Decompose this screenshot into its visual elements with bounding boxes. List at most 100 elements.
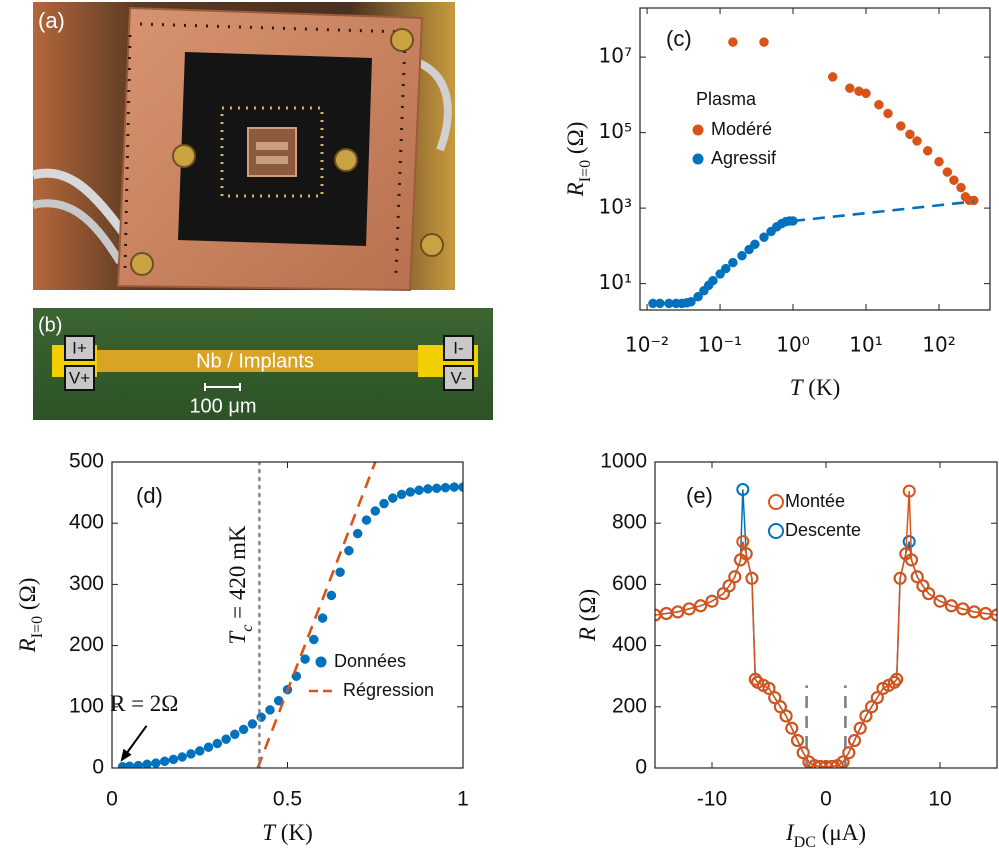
x-axis-label: T (K) <box>790 375 840 400</box>
data-point <box>449 482 459 492</box>
plot-frame <box>654 461 998 769</box>
data-point <box>748 672 762 686</box>
data-point <box>221 734 231 744</box>
data-point <box>300 654 310 664</box>
data-point <box>779 709 793 723</box>
data-point <box>870 691 884 705</box>
legend-label: Régression <box>343 680 434 700</box>
data-point <box>956 602 970 616</box>
y-axis-label: RI=0 (Ω) <box>563 122 594 198</box>
y-tick-label: 10⁷ <box>599 44 632 68</box>
chip <box>247 127 297 177</box>
data-point <box>942 167 953 177</box>
scale-label: 100 μm <box>189 395 256 417</box>
data-point <box>896 121 906 131</box>
data-point <box>883 108 893 119</box>
data-point <box>736 483 750 496</box>
data-point <box>905 553 918 567</box>
screw <box>420 233 444 257</box>
wire <box>408 56 452 152</box>
data-point <box>785 721 799 735</box>
y-axis-label: R (Ω) <box>575 589 600 642</box>
annotation: Tc = 420 mK <box>225 525 256 645</box>
x-tick-label: 10⁻¹ <box>698 333 742 357</box>
wire <box>32 199 124 265</box>
data-layer <box>655 483 997 768</box>
data-point <box>265 705 275 715</box>
data-point <box>458 482 463 492</box>
data-point <box>865 700 879 714</box>
y-axis-label: RI=0 (Ω) <box>15 578 46 654</box>
data-point <box>728 257 738 268</box>
data-point <box>874 99 884 110</box>
data-point <box>195 746 205 756</box>
y-tick-label: 600 <box>612 572 647 595</box>
x-tick-label: 10¹ <box>849 333 882 357</box>
panel-label: (c) <box>666 26 692 51</box>
data-point <box>791 734 804 747</box>
data-point <box>912 136 922 146</box>
data-point <box>405 487 416 497</box>
y-axis-label-part: (Ω) <box>575 589 600 627</box>
y-axis-label-part: (Ω) <box>15 578 40 616</box>
data-point <box>933 594 947 608</box>
data-point <box>440 482 451 493</box>
data-point <box>827 72 838 82</box>
y-tick-label: 1000 <box>600 450 647 473</box>
data-point <box>124 761 135 768</box>
y-tick-label: 400 <box>612 633 647 656</box>
data-point <box>910 570 924 584</box>
screw <box>130 252 154 276</box>
data-point <box>739 547 753 561</box>
annotation-part: T <box>225 630 250 645</box>
plot-frame <box>639 7 991 311</box>
y-tick-label: 0 <box>92 756 104 779</box>
photo-a: (a) <box>31 2 455 292</box>
data-point <box>890 672 904 686</box>
data-point <box>326 590 337 601</box>
annotation-part: R = 2Ω <box>110 691 178 716</box>
legend-label: Agressif <box>711 148 777 168</box>
bond-pads <box>220 106 324 198</box>
data-point <box>693 291 703 302</box>
y-tick-label: 0 <box>635 756 647 779</box>
x-axis-label-part: T <box>790 375 805 400</box>
data-point <box>414 485 424 495</box>
x-axis-label-part: I <box>785 820 795 845</box>
legend-label: Données <box>334 651 406 671</box>
x-axis-label-part: (μA) <box>816 820 866 845</box>
holes <box>139 22 406 34</box>
data-point <box>796 746 810 760</box>
y-tick-label: 200 <box>612 694 647 717</box>
data-point <box>768 691 782 705</box>
data-point <box>203 742 214 752</box>
x-axis-label-part: (K) <box>275 820 313 845</box>
data-point <box>736 535 750 549</box>
y-tick-label: 500 <box>69 450 104 473</box>
series-line <box>792 200 974 223</box>
data-point <box>186 749 196 759</box>
data-point <box>902 484 916 498</box>
pad-box <box>64 365 95 391</box>
photo-b: I+ V+ I- V- Nb / Implants 100 μm (b) <box>33 308 493 420</box>
legend-marker <box>315 656 327 668</box>
data-point <box>256 712 266 722</box>
data-point <box>335 567 345 577</box>
legend-marker <box>692 124 704 136</box>
data-point <box>370 506 381 516</box>
data-point <box>745 571 759 585</box>
data-point <box>708 275 718 286</box>
screw <box>334 148 358 172</box>
data-point <box>759 232 769 242</box>
y-tick-label: 200 <box>69 633 104 656</box>
y-tick-label: 10¹ <box>599 270 632 294</box>
data-point <box>721 263 731 274</box>
data-point <box>845 83 855 93</box>
y-axis-label-part: R <box>563 182 588 197</box>
data-point <box>159 756 170 767</box>
y-axis-label-part: R <box>15 638 40 653</box>
x-tick-label: 10² <box>922 333 955 357</box>
data-point <box>759 37 769 47</box>
plot-frame <box>111 461 464 769</box>
data-point <box>168 754 179 765</box>
